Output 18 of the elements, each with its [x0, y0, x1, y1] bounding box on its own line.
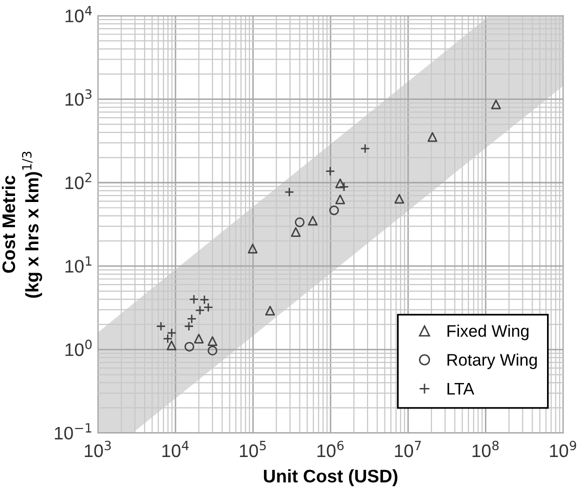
x-axis-title: Unit Cost (USD)	[264, 469, 398, 486]
x-tick-label: 10$^{6}$	[317, 440, 344, 458]
x-tick-label: 10$^{3}$	[84, 440, 111, 458]
y-tick-label: 10$^{0}$	[66, 340, 92, 356]
legend-label: Rotary Wing	[448, 354, 537, 370]
x-tick-label: 10$^{5}$	[240, 440, 266, 458]
x-tick-label: 10$^{9}$	[550, 440, 576, 458]
x-tick-label: 10$^{4}$	[162, 440, 189, 458]
legend-label: Fixed Wing	[448, 324, 528, 340]
y-tick-label: 10$^{2}$	[66, 172, 92, 190]
y-axis-title: Cost Metric (kg x hrs x km)$^{1/3}$	[2, 152, 42, 298]
legend-label: LTA	[448, 383, 474, 394]
x-tick-label: 10$^{8}$	[472, 440, 499, 458]
y-tick-label: 10$^{1}$	[66, 256, 92, 273]
y-tick-label: 10$^{−1}$	[54, 423, 92, 440]
x-tick-label: 10$^{7}$	[395, 440, 421, 458]
y-tick-label: 10$^{3}$	[66, 89, 92, 106]
y-tick-label: 10$^{4}$	[66, 6, 92, 22]
